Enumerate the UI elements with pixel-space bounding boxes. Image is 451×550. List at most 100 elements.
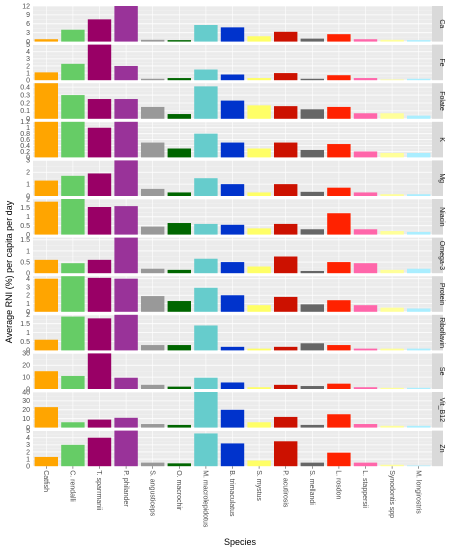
- bar: [380, 152, 404, 158]
- bar: [380, 79, 404, 81]
- bar: [140, 462, 165, 467]
- bar: [194, 178, 218, 196]
- bar: [194, 223, 218, 235]
- y-tick-label: 1.5: [20, 205, 30, 212]
- x-tick-label: S. mystus: [255, 470, 262, 501]
- bar: [247, 460, 271, 467]
- bar: [140, 296, 165, 312]
- bar: [327, 34, 351, 42]
- bar: [300, 343, 325, 351]
- y-tick-label: 1: [26, 214, 30, 221]
- bar: [353, 78, 378, 81]
- bar: [87, 437, 112, 467]
- bar: [300, 304, 325, 312]
- bar: [61, 175, 85, 196]
- bar: [327, 187, 351, 196]
- bar: [220, 409, 245, 428]
- y-tick-label: 1.5: [20, 237, 30, 244]
- bar: [353, 39, 378, 42]
- y-tick-label: 9: [26, 12, 30, 19]
- facet-strip: [432, 314, 443, 351]
- y-tick-label: 0.1: [20, 108, 30, 115]
- bar: [114, 278, 138, 312]
- bar: [167, 40, 192, 42]
- y-tick-label: 3: [26, 442, 30, 449]
- y-tick-label: 2: [26, 449, 30, 456]
- y-tick-label: 0: [26, 116, 30, 123]
- y-tick-label: 0.2: [20, 100, 30, 107]
- bar: [61, 263, 85, 274]
- bar: [406, 308, 431, 312]
- bar: [300, 38, 325, 42]
- bar: [353, 113, 378, 119]
- y-tick-label: 1: [26, 125, 30, 132]
- bar: [380, 348, 404, 351]
- bar: [353, 305, 378, 312]
- bar: [34, 180, 59, 196]
- bar: [167, 269, 192, 274]
- bar: [61, 422, 85, 428]
- y-tick-label: 0.5: [20, 223, 30, 230]
- bar: [380, 113, 404, 119]
- facet-strip-label: K: [438, 137, 445, 142]
- bar: [87, 99, 112, 119]
- bar: [327, 345, 351, 351]
- bar: [406, 78, 431, 81]
- bar: [406, 40, 431, 42]
- bar: [380, 425, 404, 428]
- bar: [220, 295, 245, 312]
- y-tick-label: 0.2: [20, 149, 30, 156]
- x-tick-label: L. stappersii: [361, 470, 368, 508]
- bar: [114, 206, 138, 235]
- x-axis-title: Species: [224, 537, 257, 547]
- facet-strip-label: Zn: [438, 444, 445, 452]
- bar: [380, 387, 404, 389]
- y-tick-label: 0.3: [20, 92, 30, 99]
- bar: [167, 301, 192, 312]
- bar: [167, 192, 192, 196]
- facet-strip: [432, 392, 443, 428]
- bar: [406, 268, 431, 274]
- y-tick-label: 4: [26, 49, 30, 56]
- bar: [273, 31, 298, 42]
- facet-strip: [432, 160, 443, 196]
- bar: [61, 29, 85, 42]
- bar: [353, 348, 378, 351]
- bar: [273, 384, 298, 389]
- y-tick-label: 12: [22, 3, 30, 10]
- y-tick-label: 3: [26, 30, 30, 37]
- facet-strip: [432, 6, 443, 42]
- bar: [114, 314, 138, 351]
- bar: [87, 259, 112, 274]
- bar: [273, 416, 298, 428]
- bar: [300, 78, 325, 81]
- bar: [327, 75, 351, 81]
- y-tick-label: 2: [26, 63, 30, 70]
- bar: [220, 443, 245, 467]
- bar: [220, 184, 245, 196]
- bar: [167, 223, 192, 235]
- y-tick-label: 0: [26, 155, 30, 162]
- facet-strip: [432, 237, 443, 274]
- y-tick-label: 1: [26, 330, 30, 337]
- y-tick-label: 0: [26, 309, 30, 316]
- bar: [61, 95, 85, 119]
- bar: [353, 387, 378, 389]
- bar: [87, 277, 112, 312]
- bar: [140, 78, 165, 81]
- bar: [273, 106, 298, 119]
- y-tick-label: 3: [26, 56, 30, 63]
- bar: [194, 69, 218, 81]
- bar: [87, 207, 112, 235]
- bar: [327, 262, 351, 274]
- bar: [220, 27, 245, 42]
- bar: [380, 307, 404, 312]
- bar: [87, 318, 112, 351]
- bar: [327, 106, 351, 119]
- bar: [327, 144, 351, 158]
- bar: [327, 414, 351, 428]
- facet-strip-label: Omega-3: [438, 241, 445, 270]
- bar: [273, 184, 298, 196]
- bar: [353, 151, 378, 158]
